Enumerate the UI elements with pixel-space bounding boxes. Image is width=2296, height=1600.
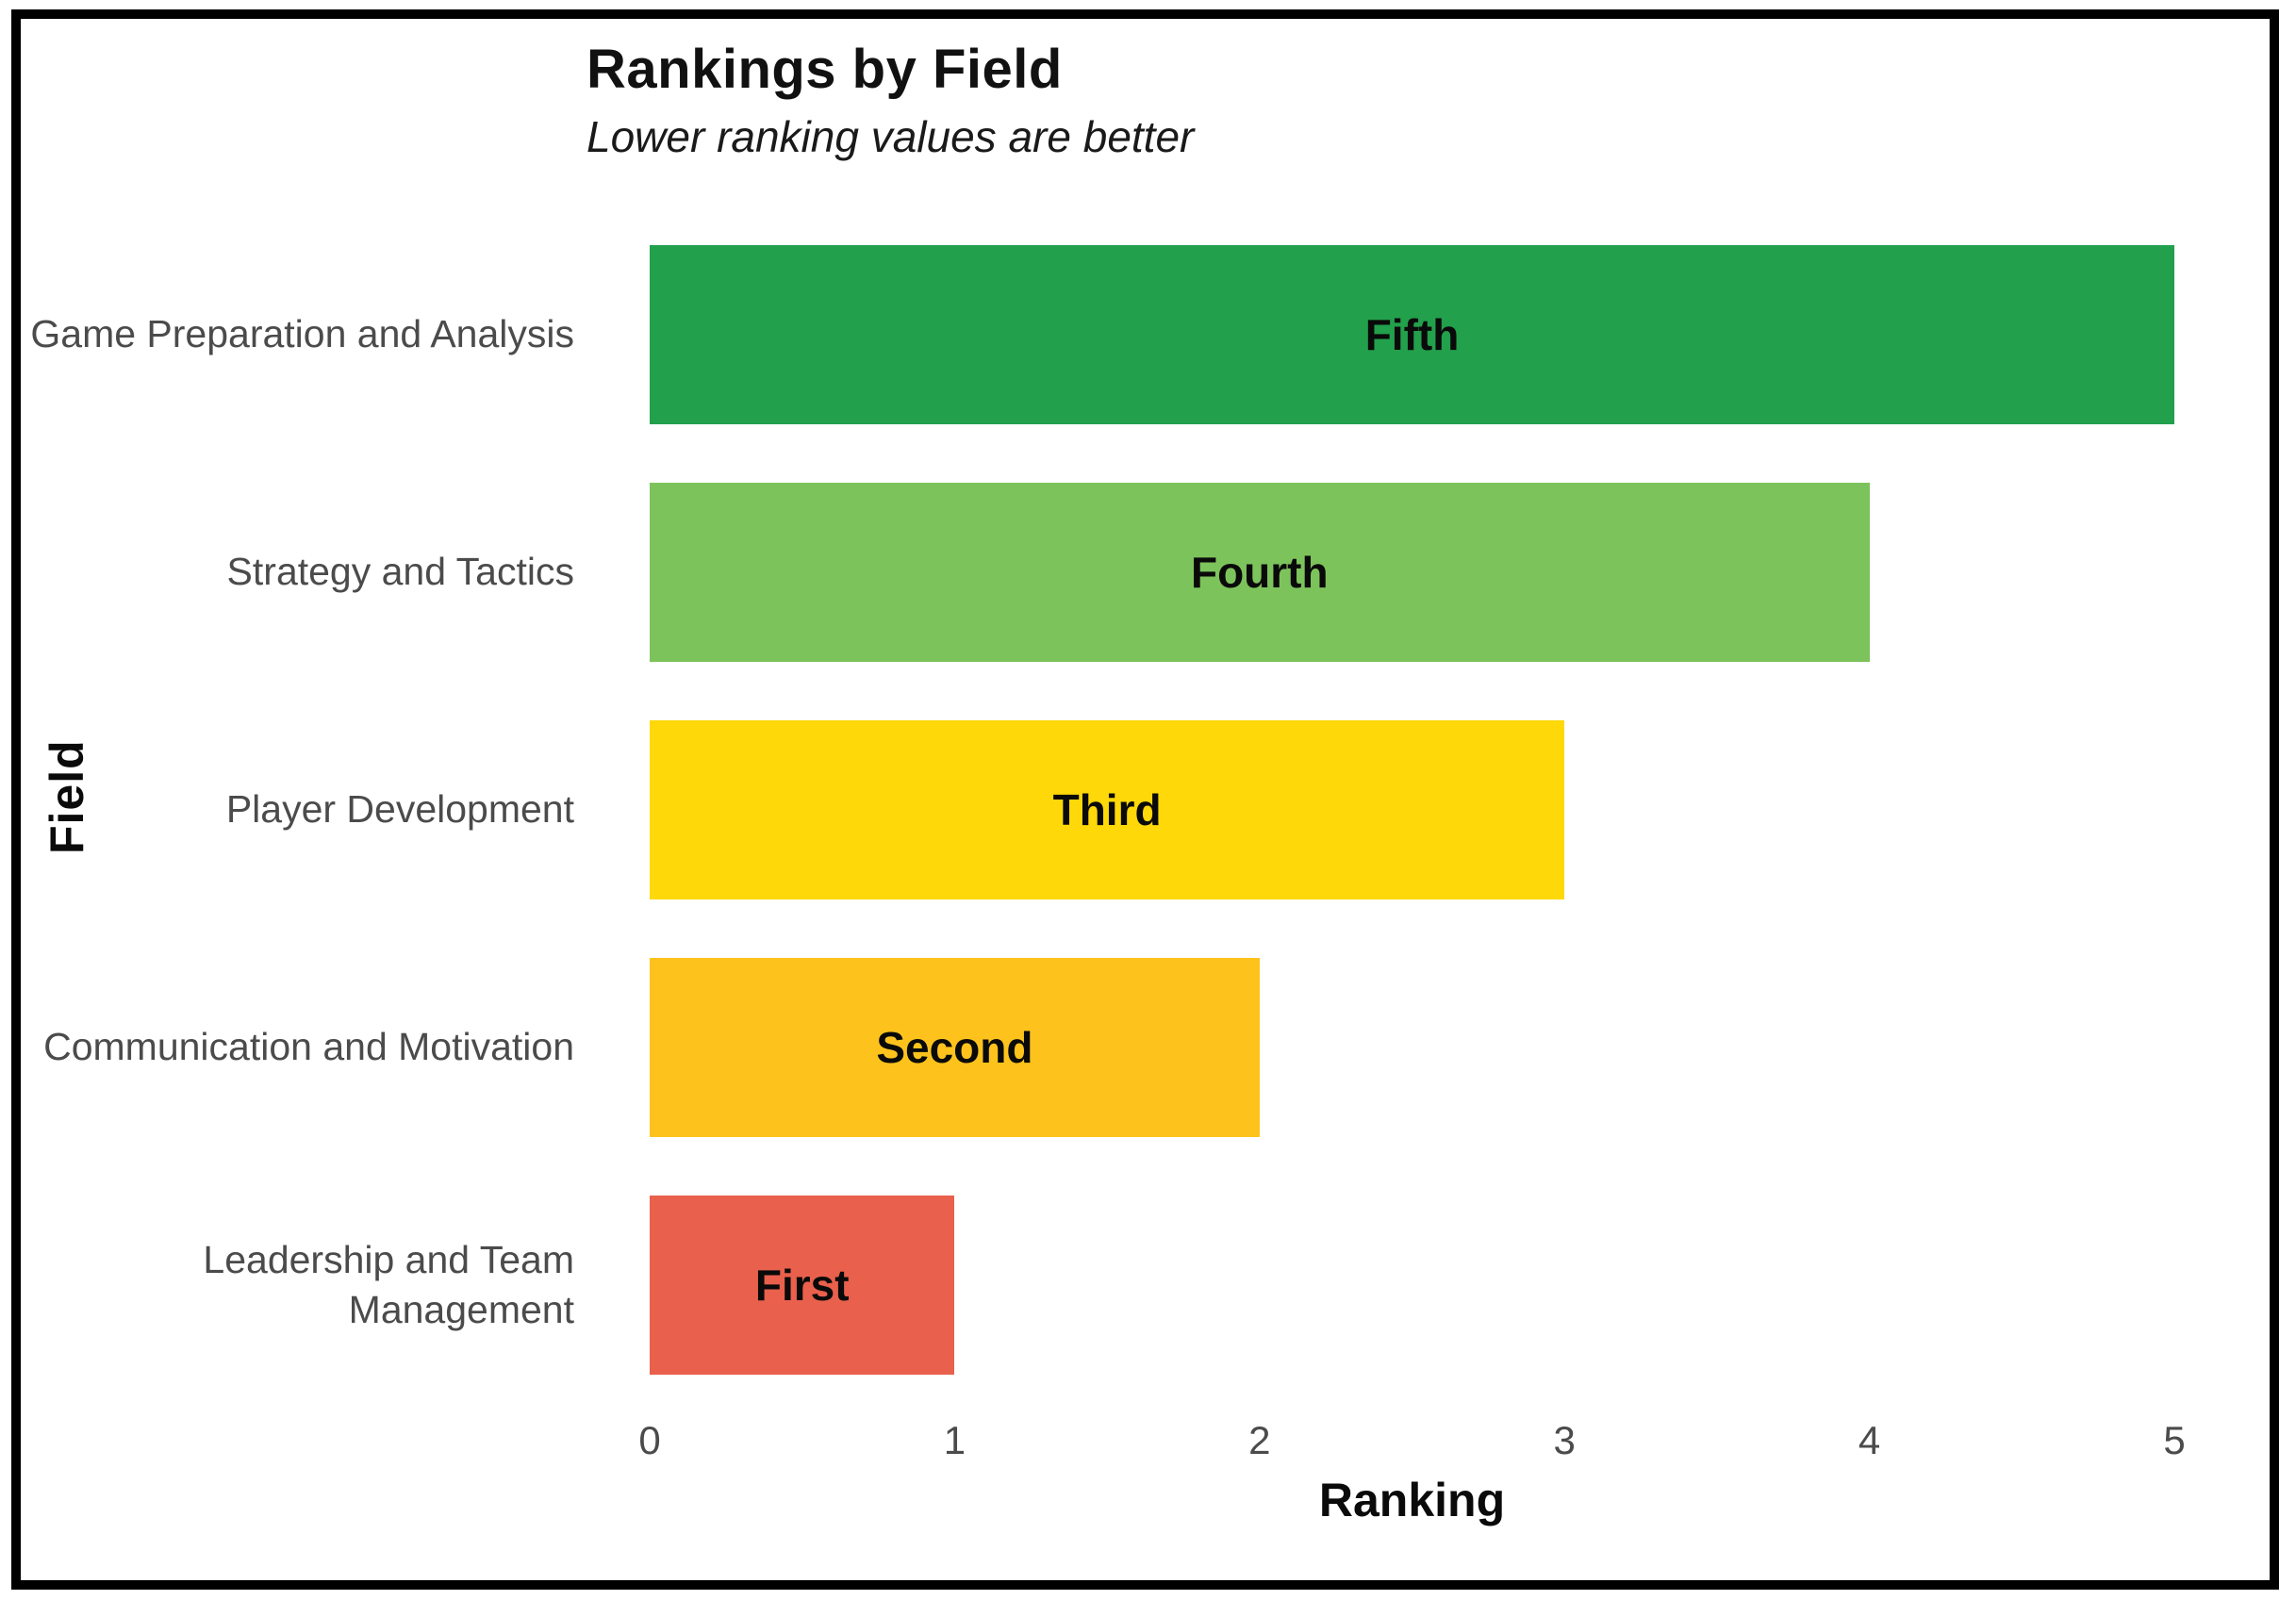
bar: Second	[650, 958, 1260, 1137]
bar-row: Leadership and Team Management First	[21, 1166, 2270, 1404]
bar-value-label: Fifth	[1364, 310, 1460, 359]
bar-row: Strategy and Tactics Fourth	[21, 454, 2270, 691]
bar-value-label: Third	[1052, 785, 1162, 834]
x-tick-label: 0	[638, 1418, 661, 1462]
chart-frame: Rankings by Field Lower ranking values a…	[11, 9, 2279, 1590]
bar-value-label: Second	[876, 1023, 1033, 1072]
chart-header: Rankings by Field Lower ranking values a…	[21, 19, 2270, 162]
bar: Third	[650, 720, 1565, 899]
category-label: Strategy and Tactics	[226, 550, 574, 594]
x-axis-title: Ranking	[1318, 1474, 1506, 1526]
bar-row: Player Development Third	[21, 691, 2270, 929]
bar: Fourth	[650, 483, 1870, 662]
bar: First	[650, 1196, 955, 1375]
bar-track: Second	[650, 958, 2174, 1137]
bar-row: Communication and Motivation Second	[21, 929, 2270, 1166]
chart-title: Rankings by Field	[586, 39, 1063, 100]
plot-area: Game Preparation and Analysis Fifth Strate…	[21, 216, 2270, 1404]
x-tick-label: 3	[1553, 1418, 1576, 1462]
chart-subtitle: Lower ranking values are better	[586, 112, 1195, 161]
y-axis-title: Field	[41, 739, 93, 854]
category-label: Communication and Motivation	[43, 1025, 574, 1069]
x-axis: 0 1 2 3 4 5	[638, 1404, 2185, 1470]
x-tick-label: 4	[1858, 1418, 1881, 1462]
bar-value-label: First	[754, 1261, 850, 1310]
bar-track: Fifth	[650, 245, 2174, 424]
bar-track: First	[650, 1196, 2174, 1375]
x-tick-label: 5	[2163, 1418, 2186, 1462]
x-tick-label: 2	[1248, 1418, 1271, 1462]
category-label: Game Preparation and Analysis	[30, 312, 574, 356]
bar: Fifth	[650, 245, 2174, 424]
category-label: Leadership and Team Management	[203, 1237, 574, 1331]
bar-track: Fourth	[650, 483, 2174, 662]
x-tick-label: 1	[943, 1418, 966, 1462]
category-label: Player Development	[225, 787, 574, 832]
bar-track: Third	[650, 720, 2174, 899]
bar-value-label: Fourth	[1190, 548, 1329, 597]
bar-row: Game Preparation and Analysis Fifth	[21, 216, 2270, 454]
